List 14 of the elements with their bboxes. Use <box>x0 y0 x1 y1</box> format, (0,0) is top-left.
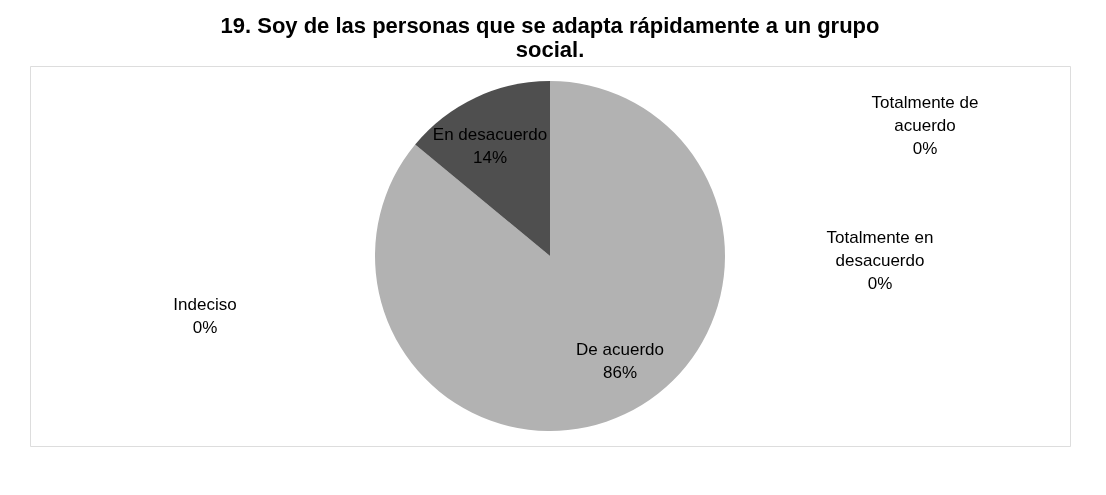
data-label: 86% <box>602 362 638 382</box>
text: 0% <box>192 317 218 337</box>
pie-slice <box>375 81 725 431</box>
pie-slice <box>415 81 550 256</box>
slice-label: De acuerdo <box>576 339 664 359</box>
text: 19. Soy de las personas que se adapta rápidamente a un grupo <box>220 13 880 38</box>
category-label: Totalmente de acuerdo <box>871 93 979 135</box>
category-label: Totalmente en desacuerdo <box>826 228 934 270</box>
category-label: Indeciso <box>173 294 237 314</box>
data-label: 14% <box>472 147 508 167</box>
text: 0% <box>867 274 893 293</box>
text: social. <box>515 37 585 62</box>
text: 0% <box>912 139 938 158</box>
slice-label: En desacuerdo <box>432 124 548 144</box>
